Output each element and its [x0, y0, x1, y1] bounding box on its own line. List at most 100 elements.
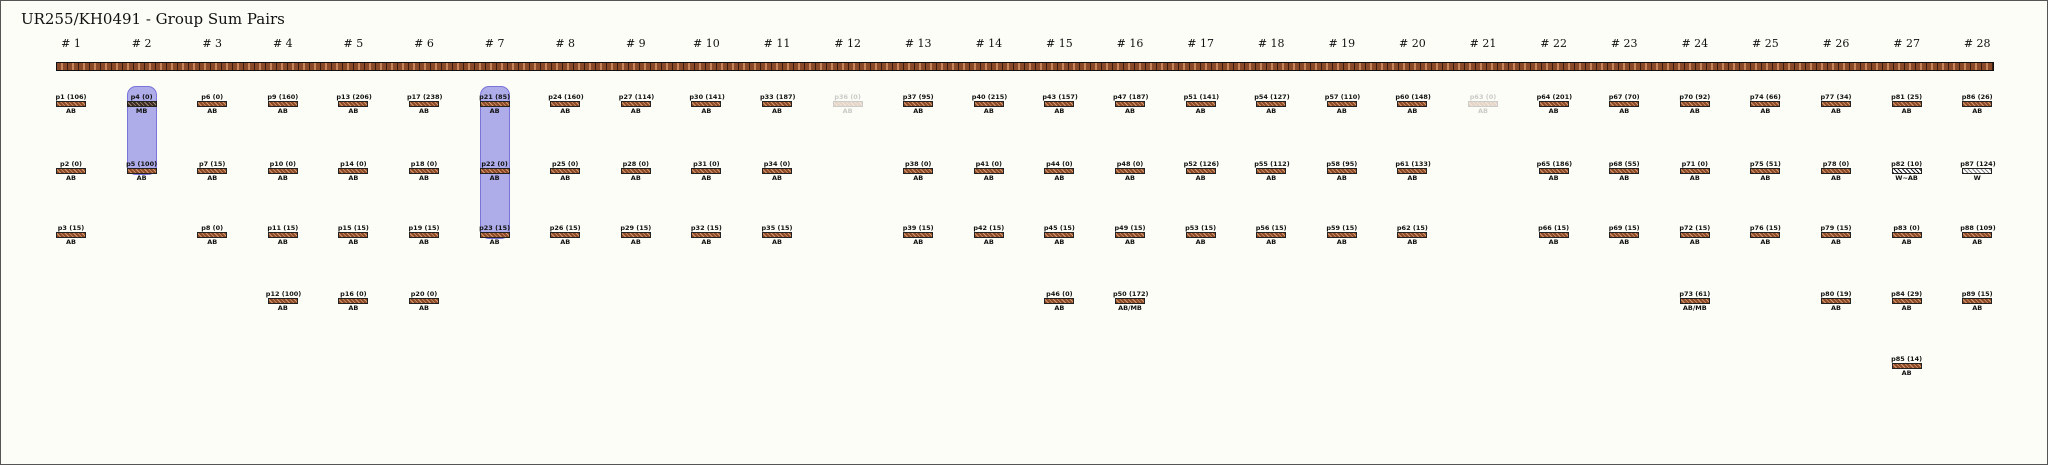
piece-label: p75 (51)	[1749, 160, 1781, 168]
piece-sub-label: AB	[1125, 174, 1135, 182]
piece-bar	[1256, 101, 1287, 107]
piece-sub-label: AB	[419, 174, 429, 182]
piece-label: p72 (15)	[1679, 224, 1711, 232]
piece-label: p27 (114)	[618, 93, 655, 101]
piece: p17 (238) AB	[407, 93, 442, 116]
piece-bar	[409, 101, 439, 107]
piece-sub-label: AB	[1407, 107, 1418, 115]
piece: p18 (0) AB	[407, 160, 441, 183]
column-header: # 10	[693, 37, 720, 50]
piece-bar	[197, 101, 228, 107]
piece-bar	[1891, 101, 1922, 107]
piece-sub-label: AB	[913, 238, 924, 246]
piece-label: p59 (15)	[1326, 224, 1358, 232]
piece-bar	[1962, 232, 1993, 238]
piece: p48 (0) AB	[1113, 160, 1147, 183]
piece-sub-label: MB	[135, 107, 148, 115]
piece-bar	[56, 168, 86, 174]
piece-sub-label: AB	[207, 107, 218, 115]
column-header: # 26	[1822, 37, 1850, 50]
piece-sub-label: AB	[1831, 304, 1841, 312]
piece: p41 (0) AB	[972, 160, 1006, 183]
column-header: # 16	[1116, 37, 1144, 50]
piece-sub-label: AB	[1548, 238, 1559, 246]
piece-sub-label: AB	[1548, 107, 1559, 115]
piece-sub-label: AB	[277, 174, 288, 182]
piece-bar	[832, 101, 863, 107]
piece-sub-label: AB	[701, 174, 712, 182]
piece-label: p79 (15)	[1820, 224, 1852, 232]
column-header: # 2	[131, 37, 152, 50]
piece-sub-label: AB/MB	[1118, 304, 1142, 312]
piece-sub-label: AB	[1689, 107, 1700, 115]
piece-bar	[762, 101, 792, 107]
piece-sub-label: AB	[630, 174, 641, 182]
piece: p20 (0) AB	[407, 290, 441, 313]
piece: p34 (0) AB	[760, 160, 794, 183]
piece-sub-label: AB	[277, 304, 288, 312]
piece-bar	[1326, 168, 1357, 174]
piece-bar	[479, 168, 510, 174]
piece: p72 (15) AB	[1678, 224, 1712, 247]
piece-sub-label: AB	[701, 238, 712, 246]
piece-sub-label: AB	[207, 174, 218, 182]
piece-sub-label: AB	[277, 107, 288, 115]
piece-bar	[1044, 232, 1075, 238]
piece-label: p24 (160)	[548, 93, 584, 101]
piece-label: p13 (206)	[336, 93, 372, 101]
piece: p11 (15) AB	[266, 224, 300, 247]
piece-label: p36 (0)	[834, 93, 861, 101]
piece-bar	[1750, 232, 1781, 238]
piece-sub-label: AB	[1619, 174, 1630, 182]
piece-bar	[1821, 101, 1851, 107]
piece: p63 (0) AB	[1466, 93, 1500, 116]
piece-sub-label: AB	[560, 107, 571, 115]
piece-bar	[550, 232, 581, 238]
piece-sub-label: AB	[983, 238, 994, 246]
piece-label: p37 (95)	[902, 93, 934, 101]
piece-label: p61 (133)	[1395, 160, 1431, 168]
piece: p51 (141) AB	[1183, 93, 1220, 116]
piece-bar	[903, 232, 934, 238]
piece-sub-label: AB	[1054, 304, 1065, 312]
piece-bar	[973, 168, 1004, 174]
piece: p62 (15) AB	[1395, 224, 1429, 247]
piece-label: p1 (106)	[55, 93, 87, 101]
piece-sub-label: AB	[1407, 174, 1418, 182]
piece-sub-label: W	[1973, 174, 1981, 182]
piece-label: p87 (124)	[1960, 160, 1996, 168]
piece-bar	[1750, 101, 1781, 107]
piece-bar	[1821, 298, 1851, 304]
piece-label: p65 (186)	[1536, 160, 1573, 168]
column-header: # 5	[343, 37, 364, 50]
piece: p68 (55) AB	[1607, 160, 1641, 183]
piece-label: p51 (141)	[1183, 93, 1220, 101]
piece: p64 (201) AB	[1537, 93, 1572, 116]
piece-bar	[197, 168, 228, 174]
piece: p45 (15) AB	[1042, 224, 1076, 247]
piece-bar	[1609, 168, 1640, 174]
piece-sub-label: AB	[1972, 304, 1983, 312]
piece: p36 (0) AB	[831, 93, 865, 116]
piece-bar	[1044, 298, 1075, 304]
sequence-strip	[56, 62, 1994, 71]
piece-label: p26 (15)	[549, 224, 581, 232]
piece-bar	[1821, 168, 1851, 174]
piece-label: p15 (15)	[337, 224, 369, 232]
piece-bar	[338, 232, 369, 238]
column-header: # 17	[1187, 37, 1214, 50]
piece: p12 (100) AB	[266, 290, 301, 313]
piece: p24 (160) AB	[548, 93, 584, 116]
piece-label: p3 (15)	[57, 224, 85, 232]
piece-label: p58 (95)	[1326, 160, 1358, 168]
piece-label: p32 (15)	[690, 224, 722, 232]
piece: p70 (92) AB	[1678, 93, 1712, 116]
piece: p28 (0) AB	[619, 160, 653, 183]
piece-label: p86 (26)	[1961, 93, 1993, 101]
piece: p21 (85) AB	[478, 93, 512, 116]
piece-bar	[56, 101, 86, 107]
piece-bar	[1115, 298, 1145, 304]
piece-label: p48 (0)	[1116, 160, 1144, 168]
piece-bar	[1679, 101, 1710, 107]
piece: p25 (0) AB	[548, 160, 582, 183]
